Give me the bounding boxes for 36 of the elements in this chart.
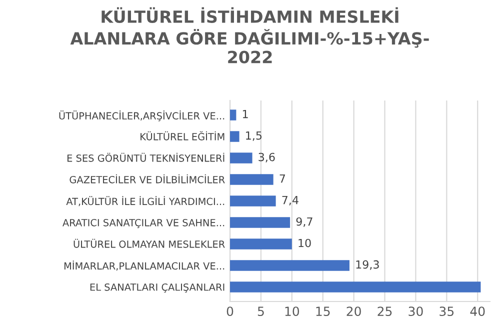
data-label: 3,6 (258, 152, 275, 162)
data-label: 1,5 (246, 131, 262, 141)
bar (230, 196, 276, 206)
bar (230, 238, 292, 250)
bar (230, 131, 240, 142)
y-tick-label: EL SANATLARI ÇALIŞANLARI (90, 283, 224, 293)
y-tick-label: AT,KÜLTÜR İLE İLGİLİ YARDIMCI... (66, 196, 224, 206)
y-tick-label: ÜTÜPHANECİLER,ARŞİVCİLER VE... (59, 110, 224, 122)
y-tick-label: MİMARLAR,PLANLAMACILAR VE... (64, 260, 224, 271)
x-tick-label: 0 (226, 306, 234, 316)
y-tick-label: ÜLTÜREL OLMAYAN MESLEKLER (74, 238, 225, 248)
y-tick-label: E SES GÖRÜNTÜ TEKNİSYENLERİ (68, 152, 224, 162)
x-tick-label: 5 (258, 306, 264, 316)
y-tick-label: GAZETECİLER VE DİLBİLİMCİLER (70, 174, 225, 184)
bar (230, 282, 481, 292)
bar (230, 260, 350, 271)
x-tick-label: 30 (408, 306, 423, 316)
bar (230, 217, 290, 228)
data-label: 1 (242, 110, 248, 118)
x-tick-label: 10 (285, 306, 300, 316)
y-tick-label: KÜLTÜREL EĞİTİM (140, 131, 224, 140)
data-label: 9,7 (296, 217, 312, 227)
data-label: 7,4 (282, 196, 298, 206)
data-label: 7 (280, 174, 286, 183)
x-tick-label: 15 (316, 306, 330, 316)
x-tick-label: 40 (470, 306, 485, 316)
chart-title: KÜLTÜREL İSTİHDAMIN MESLEKİ ALANLARA GÖRE DAĞILIMI-%-15+YAŞ- 2022 (70, 7, 429, 64)
data-label: 19,3 (356, 260, 379, 270)
bar (230, 174, 274, 185)
x-tick-label: 35 (440, 306, 454, 316)
data-label: 10 (298, 238, 311, 248)
x-tick-label: 25 (378, 306, 392, 316)
bar (230, 152, 252, 164)
bar (230, 110, 236, 120)
x-tick-label: 20 (346, 306, 361, 316)
y-tick-label: ARATICI SANATÇILAR VE SAHNE... (62, 218, 224, 228)
